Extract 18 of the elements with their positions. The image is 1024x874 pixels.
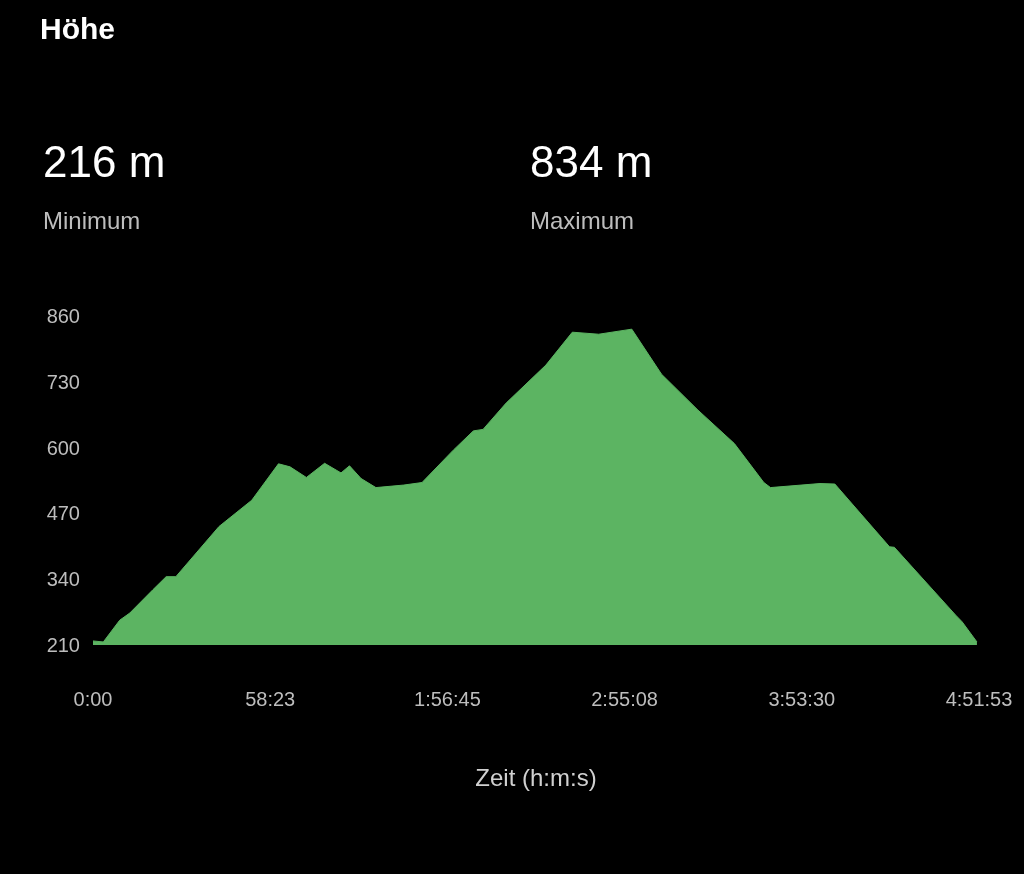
text: 834 m [530, 137, 653, 186]
text: 216 m [43, 137, 166, 186]
text: Minimum [43, 207, 141, 234]
x-tick-label: 2:55:08 [591, 688, 658, 710]
x-tick-label: 58:23 [245, 688, 296, 710]
x-tick-label: 4:51:53 [945, 688, 1013, 710]
x-tick-label: 1:56:45 [414, 688, 481, 710]
y-tick-label: 860 [46, 305, 80, 327]
y-tick-label: 730 [46, 370, 80, 393]
y-tick-label: 600 [46, 436, 80, 459]
x-tick-label: 0:00 [73, 688, 113, 710]
x-tick-label: 3:53:30 [768, 688, 836, 710]
y-tick-label: 340 [46, 568, 80, 591]
y-tick-label: 470 [46, 502, 80, 525]
y-tick-label: 210 [46, 634, 80, 656]
x-axis-title: Zeit (h:m:s) [475, 764, 597, 792]
chart-title: Höhe [40, 12, 115, 45]
text: Maximum [530, 207, 635, 234]
